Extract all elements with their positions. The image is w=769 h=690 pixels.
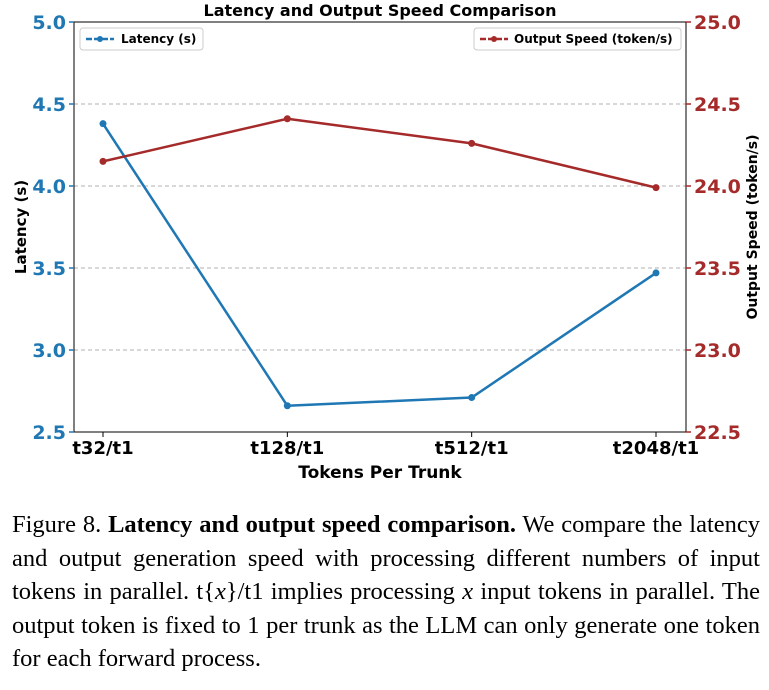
- x-axis-ticks: t32/t1 t128/t1 t512/t1 t2048/t1: [72, 432, 699, 459]
- grid-lines: [74, 103, 686, 351]
- series-group: [99, 115, 660, 410]
- legend-output-speed: Output Speed (token/s): [473, 27, 682, 51]
- left-axis-ticks: 2.5 3.0 3.5 4.0 4.5 5.0: [32, 12, 74, 444]
- x-tick-label: t512/t1: [435, 438, 509, 459]
- x-tick-label: t2048/t1: [613, 438, 699, 459]
- right-tick-label: 23.5: [694, 258, 741, 280]
- legend-output-speed-marker: [491, 36, 497, 42]
- caption-text-2: }/t1 implies processing: [225, 578, 463, 605]
- x-axis-label: Tokens Per Trunk: [298, 463, 462, 483]
- data-point: [652, 184, 660, 192]
- legend-output-speed-label: Output Speed (token/s): [514, 32, 673, 46]
- caption-title: Latency and output speed comparison.: [108, 511, 516, 538]
- data-point: [99, 120, 107, 128]
- legend-latency-marker: [97, 36, 103, 42]
- caption-math-x2: x: [462, 578, 474, 605]
- figure-caption: Figure 8. Latency and output speed compa…: [12, 508, 760, 676]
- data-point: [468, 394, 476, 402]
- legend-latency-label: Latency (s): [121, 32, 196, 46]
- left-tick-label: 3.0: [32, 340, 66, 362]
- data-point: [652, 269, 660, 277]
- y-axis-label-left: Latency (s): [12, 180, 30, 274]
- caption-text-1: We compare the latency and output genera…: [12, 511, 761, 605]
- right-tick-label: 23.0: [694, 340, 741, 362]
- x-tick-label: t32/t1: [72, 438, 133, 459]
- data-point: [99, 157, 107, 165]
- series-latency: [99, 120, 660, 410]
- data-point: [283, 402, 291, 410]
- series-output-speed: [99, 115, 660, 192]
- right-axis-ticks: 22.5 23.0 23.5 24.0 24.5 25.0: [686, 12, 741, 444]
- data-point: [468, 139, 476, 147]
- caption-label: Figure 8.: [12, 511, 102, 538]
- left-tick-label: 3.5: [32, 258, 66, 280]
- left-tick-label: 5.0: [32, 12, 66, 34]
- caption-text-3: input tokens in parallel. The output tok…: [12, 578, 760, 672]
- chart-title: Latency and Output Speed Comparison: [204, 1, 557, 20]
- series-line: [102, 117, 657, 189]
- data-point: [283, 115, 291, 123]
- right-tick-label: 22.5: [694, 422, 741, 444]
- left-tick-label: 4.0: [32, 176, 66, 198]
- legend-latency: Latency (s): [79, 27, 204, 51]
- series-line: [101, 122, 657, 408]
- left-tick-label: 2.5: [32, 422, 66, 444]
- left-tick-label: 4.5: [32, 94, 66, 116]
- chart: Latency and Output Speed Comparison 2.5 3…: [12, 1, 761, 483]
- y-axis-label-right: Output Speed (token/s): [745, 134, 761, 319]
- right-tick-label: 24.0: [694, 176, 741, 198]
- right-tick-label: 24.5: [694, 94, 741, 116]
- x-tick-label: t128/t1: [250, 438, 324, 459]
- right-tick-label: 25.0: [694, 12, 741, 34]
- caption-math-x: x: [214, 578, 226, 605]
- plot-frame: [73, 21, 687, 433]
